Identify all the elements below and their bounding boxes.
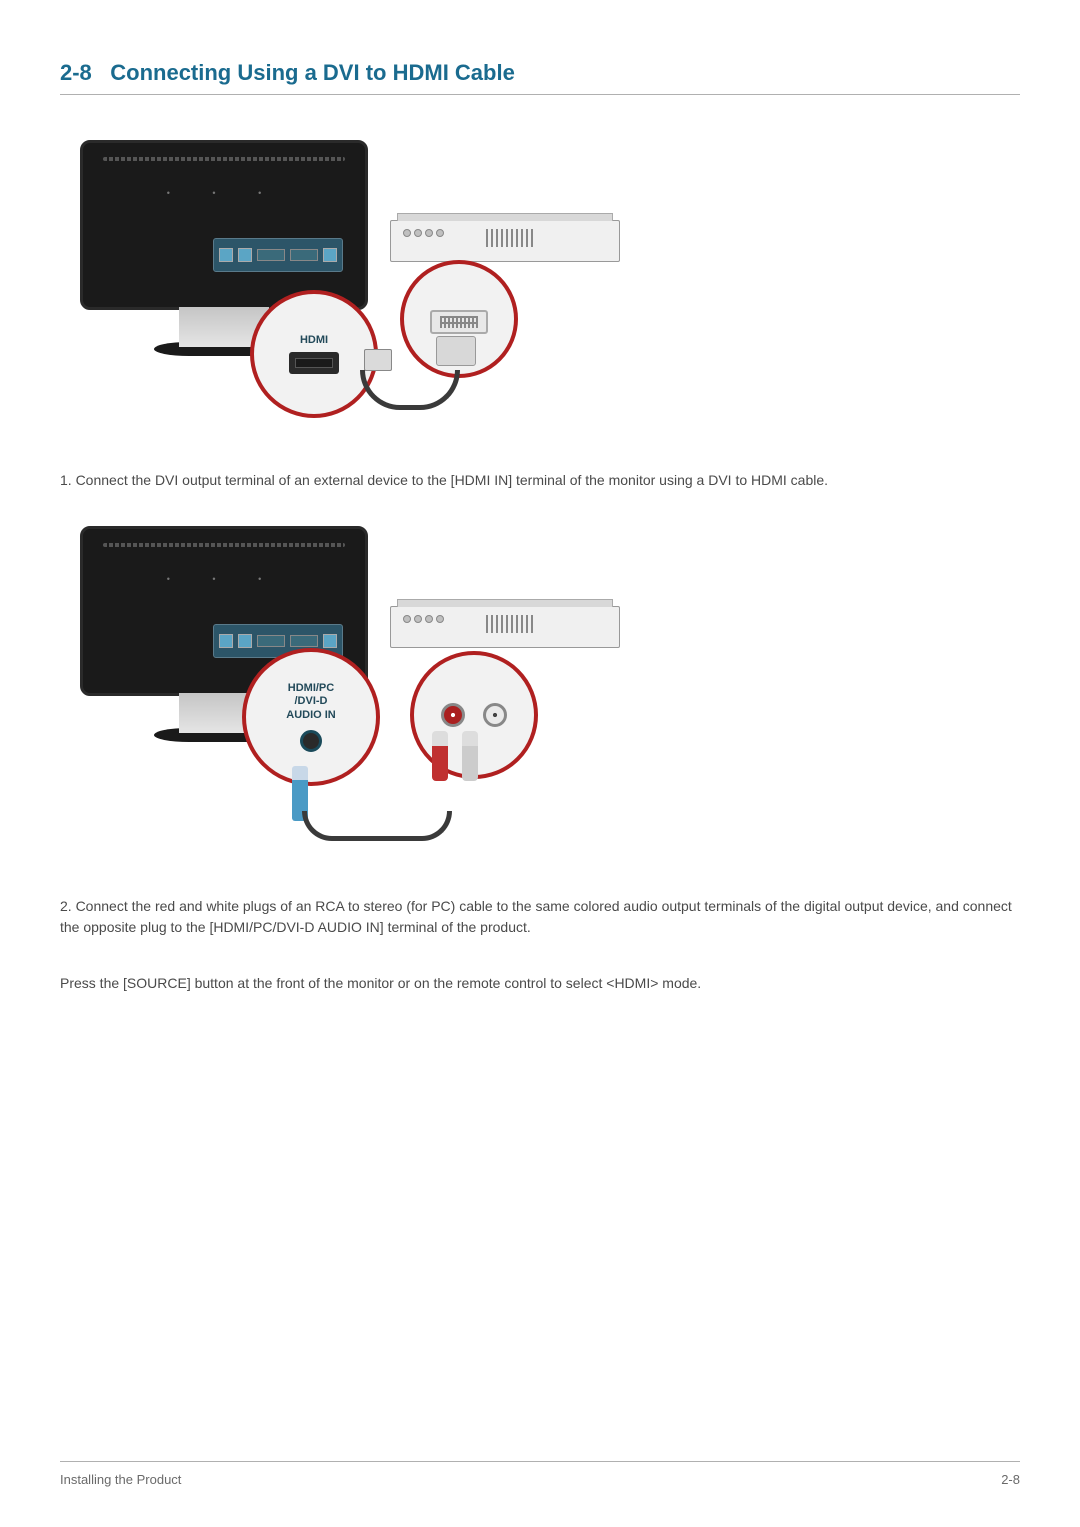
diagram-audio-connection: • • • HDMI/PC /DVI-D AUDIO IN <box>80 526 640 856</box>
cable-illustration <box>360 370 460 410</box>
section-title: Connecting Using a DVI to HDMI Cable <box>110 60 515 86</box>
dvi-port-icon <box>430 310 488 334</box>
callout-label-hdmi: HDMI <box>300 334 328 347</box>
hdmi-connector-icon <box>364 349 392 371</box>
callout-label-audio: HDMI/PC /DVI-D AUDIO IN <box>286 682 336 722</box>
external-device-illustration <box>390 606 620 648</box>
instruction-step-3: Press the [SOURCE] button at the front o… <box>60 973 1020 994</box>
external-device-illustration <box>390 220 620 262</box>
instruction-step-2: 2. Connect the red and white plugs of an… <box>60 896 1020 938</box>
section-number: 2-8 <box>60 60 92 86</box>
footer-page-ref: 2-8 <box>1001 1472 1020 1487</box>
hdmi-port-icon <box>289 352 339 374</box>
instruction-step-1: 1. Connect the DVI output terminal of an… <box>60 470 1020 491</box>
cable-illustration <box>302 811 452 841</box>
rca-plug-white-icon <box>462 731 478 781</box>
rca-plug-red-icon <box>432 731 448 781</box>
callout-dvi-port <box>400 260 518 378</box>
footer-section-name: Installing the Product <box>60 1472 181 1487</box>
rca-red-icon <box>441 703 465 727</box>
audio-jack-icon <box>300 730 322 752</box>
rca-plugs-illustration <box>432 731 478 781</box>
dvi-connector-icon <box>436 336 476 366</box>
callout-audio-in: HDMI/PC /DVI-D AUDIO IN <box>242 648 380 786</box>
callout-hdmi-port: HDMI <box>250 290 378 418</box>
rca-white-icon <box>483 703 507 727</box>
page-footer: Installing the Product 2-8 <box>60 1461 1020 1487</box>
monitor-port-panel <box>213 238 343 272</box>
section-header: 2-8 Connecting Using a DVI to HDMI Cable <box>60 60 1020 95</box>
diagram-dvi-hdmi: • • • HDMI <box>80 140 640 430</box>
